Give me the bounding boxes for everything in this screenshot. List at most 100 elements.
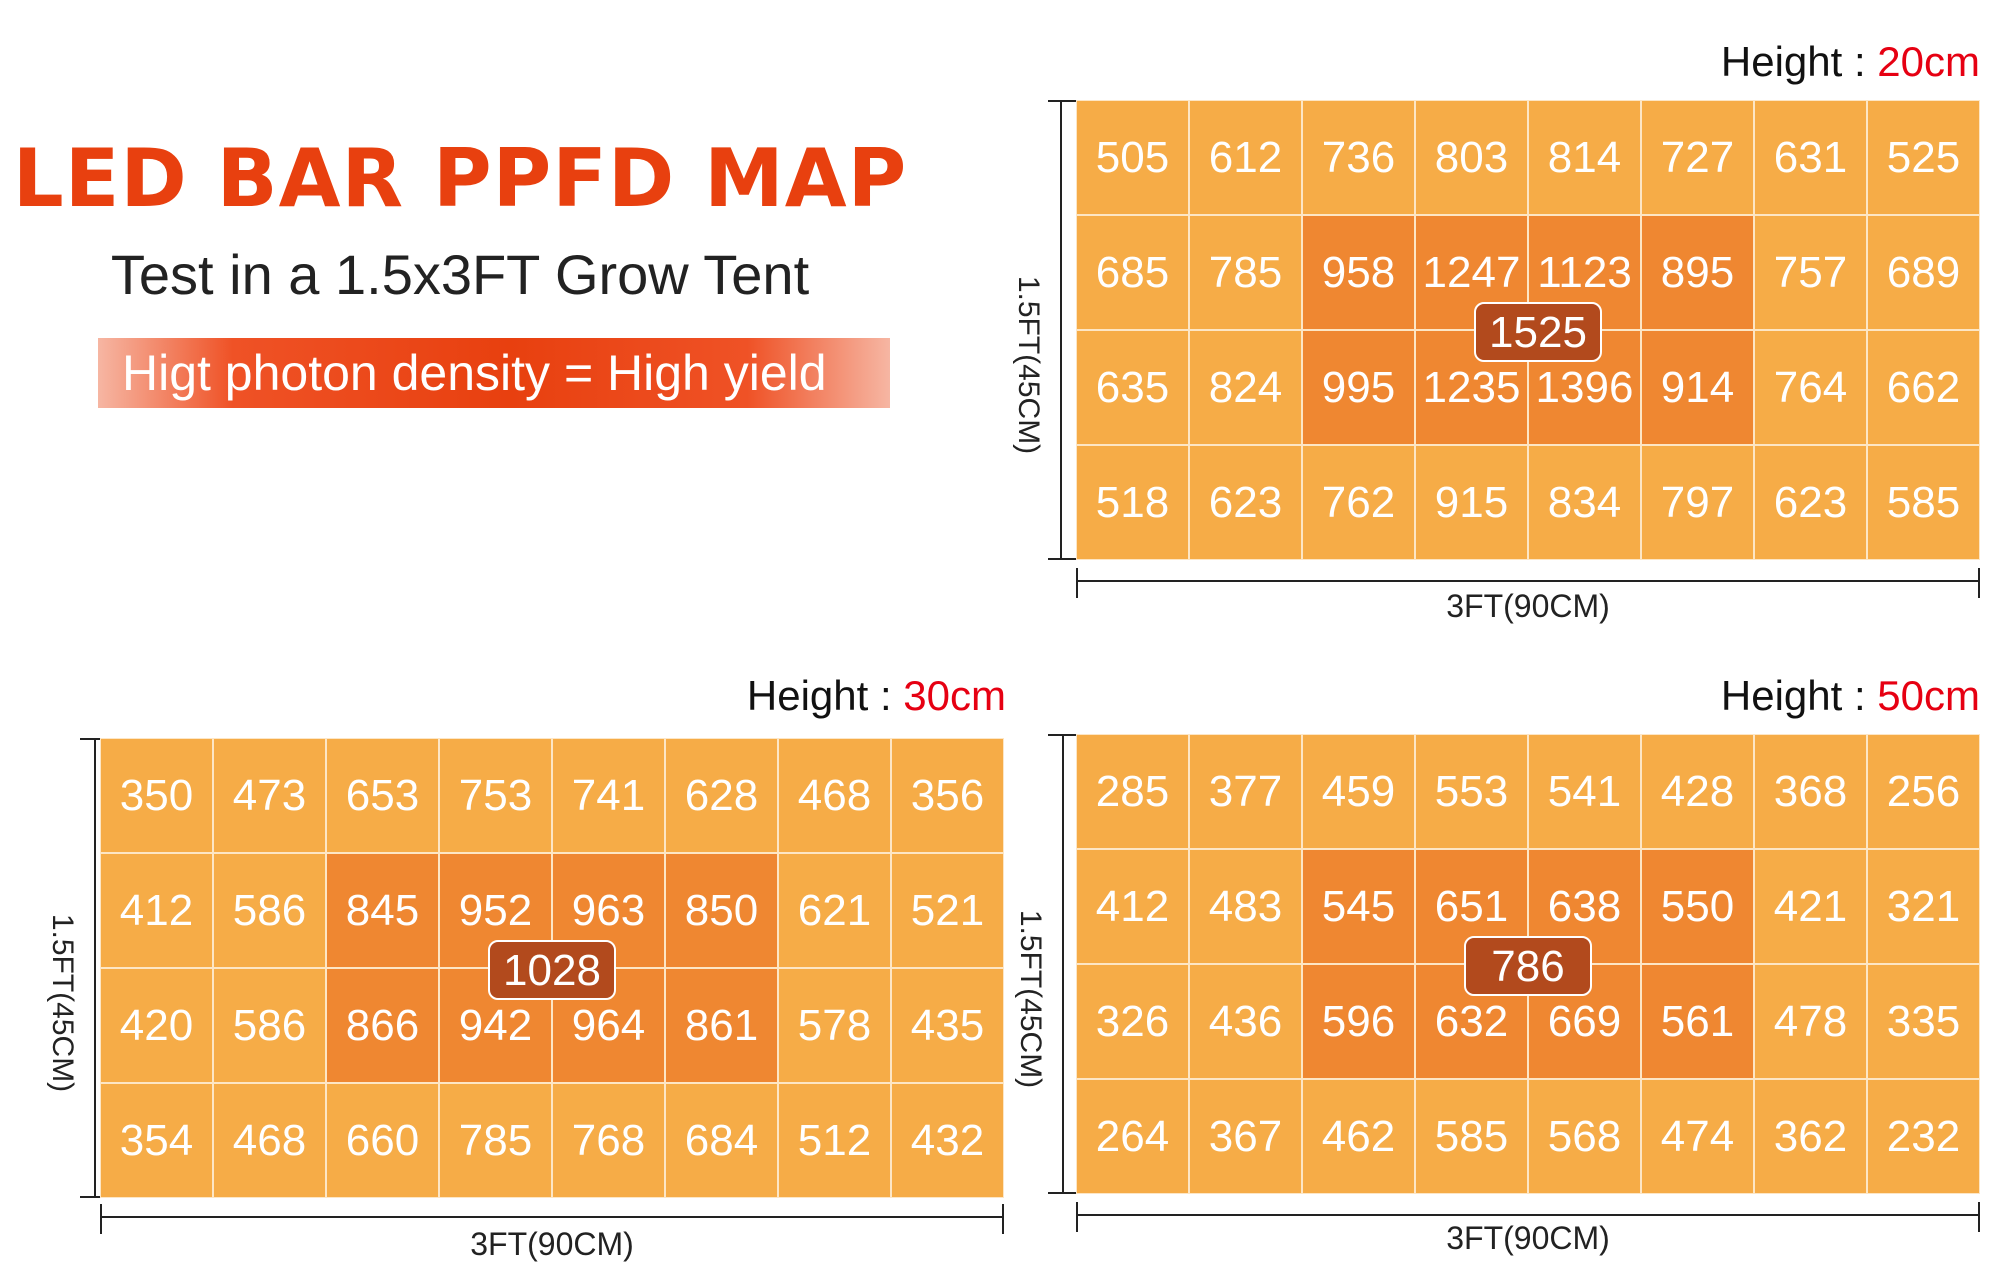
yield-banner: Higt photon density = High yield [98,338,890,408]
ppfd-panel-20cm: Height : 20cm 1.5FT(45CM) 505 612 736 803 81… [1012,34,1980,634]
ppfd-cell: 586 [213,968,326,1083]
ppfd-cell: 785 [439,1083,552,1198]
y-axis-line [94,738,96,1198]
ppfd-cell: 505 [1076,100,1189,215]
ppfd-cell: 586 [213,853,326,968]
ppfd-cell: 432 [891,1083,1004,1198]
x-axis-cap-left [100,1204,102,1234]
ppfd-cell: 483 [1189,849,1302,964]
height-label: Height : 20cm [1721,38,1980,86]
ppfd-cell: 412 [100,853,213,968]
ppfd-cell: 814 [1528,100,1641,215]
ppfd-cell: 850 [665,853,778,968]
height-label: Height : 50cm [1721,672,1980,720]
ppfd-cell: 420 [100,968,213,1083]
ppfd-grid: 285 377 459 553 541 428 368 256 412 483 545 651 638 5… [1076,734,1980,1194]
peak-value-badge: 1525 [1474,302,1602,362]
height-value: 30cm [903,672,1006,719]
ppfd-cell: 741 [552,738,665,853]
ppfd-cell: 914 [1641,330,1754,445]
ppfd-cell: 354 [100,1083,213,1198]
x-axis-cap-left [1076,1202,1078,1232]
ppfd-cell: 541 [1528,734,1641,849]
y-axis-cap-top [1048,100,1078,102]
ppfd-cell: 824 [1189,330,1302,445]
ppfd-cell: 553 [1415,734,1528,849]
x-axis-label: 3FT(90CM) [1446,588,1610,624]
ppfd-cell: 459 [1302,734,1415,849]
ppfd-cell: 362 [1754,1079,1867,1194]
y-axis-label: 1.5FT(45CM) [1014,909,1047,1089]
x-axis-line [1076,580,1980,582]
x-axis-cap-right [1978,568,1980,598]
ppfd-cell: 785 [1189,215,1302,330]
ppfd-cell: 753 [439,738,552,853]
ppfd-cell: 356 [891,738,1004,853]
ppfd-cell: 684 [665,1083,778,1198]
ppfd-cell: 845 [326,853,439,968]
ppfd-cell: 468 [213,1083,326,1198]
ppfd-panel-30cm: Height : 30cm 1.5FT(45CM) 350 473 653 753 74… [36,668,1006,1268]
ppfd-cell: 628 [665,738,778,853]
ppfd-cell: 736 [1302,100,1415,215]
y-axis-cap-top [80,738,110,740]
ppfd-cell: 412 [1076,849,1189,964]
y-axis-cap-top [1048,734,1078,736]
ppfd-cell: 757 [1754,215,1867,330]
ppfd-cell: 468 [778,738,891,853]
x-axis-cap-right [1978,1202,1980,1232]
ppfd-cell: 660 [326,1083,439,1198]
ppfd-cell: 518 [1076,445,1189,560]
x-axis-line [1076,1214,1980,1216]
ppfd-cell: 561 [1641,964,1754,1079]
ppfd-cell: 478 [1754,964,1867,1079]
height-label-text: Height : [1720,672,1878,719]
ppfd-cell: 264 [1076,1079,1189,1194]
ppfd-cell: 803 [1415,100,1528,215]
x-axis-line [100,1216,1004,1218]
ppfd-cell: 568 [1528,1079,1641,1194]
ppfd-cell: 367 [1189,1079,1302,1194]
height-label-text: Height : [1720,38,1878,85]
ppfd-cell: 474 [1641,1079,1754,1194]
ppfd-cell: 995 [1302,330,1415,445]
height-label: Height : 30cm [747,672,1006,720]
ppfd-cell: 550 [1641,849,1754,964]
ppfd-grid: 505 612 736 803 814 727 631 525 685 785 958 1247 112… [1076,100,1980,560]
ppfd-cell: 768 [552,1083,665,1198]
ppfd-cell: 762 [1302,445,1415,560]
ppfd-cell: 764 [1754,330,1867,445]
peak-value-badge: 1028 [488,940,616,1000]
ppfd-cell: 915 [1415,445,1528,560]
y-axis-label: 1.5FT(45CM) [1012,275,1045,455]
x-axis-label: 3FT(90CM) [470,1226,634,1262]
ppfd-cell: 436 [1189,964,1302,1079]
ppfd-cell: 321 [1867,849,1980,964]
ppfd-cell: 623 [1189,445,1302,560]
ppfd-cell: 895 [1641,215,1754,330]
y-axis-cap-bottom [1048,558,1078,560]
ppfd-cell: 368 [1754,734,1867,849]
ppfd-cell: 727 [1641,100,1754,215]
ppfd-cell: 662 [1867,330,1980,445]
ppfd-cell: 326 [1076,964,1189,1079]
x-axis-cap-right [1002,1204,1004,1234]
ppfd-panel-50cm: Height : 50cm 1.5FT(45CM) 285 377 459 553 54… [1012,668,1980,1268]
x-axis-cap-left [1076,568,1078,598]
x-axis-label: 3FT(90CM) [1446,1220,1610,1256]
ppfd-cell: 525 [1867,100,1980,215]
ppfd-cell: 578 [778,968,891,1083]
ppfd-cell: 653 [326,738,439,853]
ppfd-cell: 635 [1076,330,1189,445]
ppfd-cell: 512 [778,1083,891,1198]
ppfd-cell: 473 [213,738,326,853]
ppfd-cell: 866 [326,968,439,1083]
ppfd-cell: 623 [1754,445,1867,560]
ppfd-cell: 689 [1867,215,1980,330]
ppfd-cell: 428 [1641,734,1754,849]
ppfd-cell: 256 [1867,734,1980,849]
ppfd-cell: 335 [1867,964,1980,1079]
page-subtitle: Test in a 1.5x3FT Grow Tent [110,243,810,306]
ppfd-cell: 834 [1528,445,1641,560]
ppfd-cell: 861 [665,968,778,1083]
